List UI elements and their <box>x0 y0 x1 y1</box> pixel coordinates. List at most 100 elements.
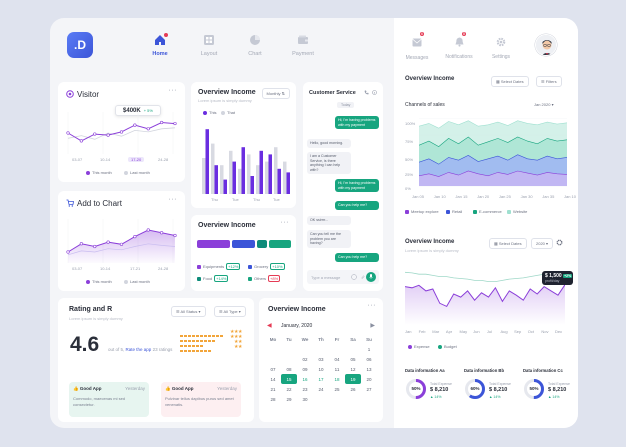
calendar-day[interactable]: 18 <box>334 376 340 382</box>
calendar-day[interactable]: 20 <box>366 376 372 382</box>
bar-that <box>265 161 269 194</box>
year-select[interactable]: 2020 ▾ <box>531 238 554 249</box>
calendar-day[interactable]: 1 <box>367 346 371 352</box>
calendar-day[interactable]: 24 <box>318 386 324 392</box>
more-menu-icon[interactable]: ··· <box>168 196 177 203</box>
calendar-day[interactable]: 23 <box>302 386 308 392</box>
more-menu-icon[interactable]: ··· <box>168 87 177 94</box>
add-to-chart-card: Add to Chart ··· 03-07 10-14 17-21 24-28… <box>58 191 185 291</box>
series-this-month-area <box>68 230 175 263</box>
phone-icon[interactable] <box>364 90 369 95</box>
income-tooltip: $ 1,500 +2% profit/day <box>542 271 573 285</box>
calendar-day[interactable]: 19 <box>345 374 361 384</box>
data-point <box>106 133 110 137</box>
data-info-item: Data information Bb 60% Total Expense $ 8,2… <box>464 368 522 418</box>
sales-period-select[interactable]: Jan 2020 ▾ <box>534 102 554 107</box>
income-line-subtitle: Lorem ipsum is simply dummy <box>405 248 459 253</box>
nav-home-label: Home <box>152 51 168 57</box>
calendar-day[interactable]: 13 <box>366 366 372 372</box>
calendar-day[interactable]: 09 <box>302 366 308 372</box>
rate-app-link[interactable]: Rate the app <box>125 347 152 352</box>
calendar-day <box>313 394 329 404</box>
nav-home[interactable]: Home <box>140 33 180 57</box>
calendar-day[interactable]: 21 <box>270 386 276 392</box>
area-meetup-explore <box>419 171 567 186</box>
income-item: Equipments +12% <box>197 263 241 270</box>
calendar-day[interactable]: 02 <box>302 356 308 362</box>
review-card[interactable]: 👍 Good App Yesterday Pulvinar tellus dapi… <box>161 382 241 417</box>
x-tick-label: Apr <box>445 329 453 334</box>
calendar-day[interactable]: 11 <box>334 366 340 372</box>
card-title: Overview Income <box>198 222 256 229</box>
attach-icon[interactable] <box>360 274 366 280</box>
bar-that <box>238 168 242 194</box>
y-tick-label: 100% <box>405 121 416 126</box>
data-point <box>160 120 164 125</box>
user-avatar[interactable] <box>535 34 557 56</box>
weekday-label: We <box>301 336 309 342</box>
income-item: Others +8% <box>248 275 281 282</box>
status-filter[interactable]: ☰ All Status ▾ <box>171 306 206 317</box>
x-tick-label: Thu <box>253 197 260 202</box>
nav-payment[interactable]: Payment <box>283 34 323 57</box>
mic-button[interactable] <box>366 272 376 282</box>
message-input-placeholder: Type a message <box>311 275 341 280</box>
settings-gear-icon[interactable] <box>556 239 563 246</box>
emoji-icon[interactable] <box>351 274 357 280</box>
filters-button[interactable]: ☰ Filters <box>536 76 562 87</box>
calendar-day[interactable]: 29 <box>286 396 292 402</box>
info-icon[interactable] <box>372 90 377 95</box>
legend-this: This <box>203 110 217 115</box>
calendar-day[interactable]: 03 <box>318 356 324 362</box>
data-point <box>79 139 83 143</box>
calendar-day <box>345 394 361 404</box>
review-card[interactable]: 👍 Good App Yesterday Commodo, maecenas mi… <box>69 382 149 417</box>
data-point <box>146 127 150 131</box>
calendar-day[interactable]: 30 <box>302 396 308 402</box>
calendar-day[interactable]: 26 <box>350 386 356 392</box>
chat-message-in: Hello, good morning. <box>307 139 351 148</box>
period-select[interactable]: Monthly ⇅ <box>261 88 290 99</box>
calendar-day[interactable]: 07 <box>270 366 276 372</box>
next-month-icon[interactable]: ▶ <box>370 323 375 329</box>
nav-chart[interactable]: Chart <box>235 34 275 57</box>
calendar-day[interactable]: 10 <box>318 366 324 372</box>
y-tick-label: 75% <box>405 139 414 144</box>
calendar-day[interactable]: 05 <box>350 356 356 362</box>
overview-income-bar-card: Overview Income Lorem ipsum is simply du… <box>191 82 296 208</box>
calendar-day[interactable]: 06 <box>366 356 372 362</box>
more-menu-icon[interactable]: ··· <box>367 302 376 309</box>
more-menu-icon[interactable]: ··· <box>280 219 289 226</box>
notifications-button[interactable]: 8 Notifications <box>444 32 474 60</box>
calendar-day[interactable]: 04 <box>334 356 340 362</box>
calendar-day[interactable]: 08 <box>286 366 292 372</box>
calendar-day[interactable]: 14 <box>270 376 276 382</box>
calendar-day[interactable]: 16 <box>302 376 308 382</box>
bar-that <box>202 158 206 194</box>
app-logo[interactable]: .D <box>67 32 93 58</box>
calendar-day[interactable]: 22 <box>286 386 292 392</box>
select-dates-button[interactable]: ▦ Select Dates <box>489 238 527 249</box>
x-tick-label-selected[interactable]: 17-20 <box>128 157 145 162</box>
calendar-day[interactable]: 27 <box>366 386 372 392</box>
calendar-day[interactable]: 17 <box>318 376 324 382</box>
income-bar-chart <box>202 129 290 194</box>
calendar-day[interactable]: 12 <box>350 366 356 372</box>
type-filter[interactable]: ☰ All Type ▾ <box>214 306 246 317</box>
messages-button[interactable]: 6 Messages <box>402 32 432 61</box>
calendar-day[interactable]: 25 <box>334 386 340 392</box>
settings-button[interactable]: Settings <box>486 34 516 60</box>
calendar-day[interactable]: 28 <box>270 396 276 402</box>
calendar-day[interactable]: 15 <box>281 374 297 384</box>
select-dates-button[interactable]: ▦ Select Dates <box>491 76 529 87</box>
legend-this-month: This month <box>86 279 112 284</box>
message-input[interactable]: Type a message <box>307 270 379 284</box>
data-point <box>160 231 164 235</box>
bar-that <box>220 165 224 194</box>
data-point <box>173 121 177 126</box>
prev-month-icon[interactable]: ◀ <box>267 323 272 329</box>
nav-layout[interactable]: Layout <box>189 34 229 57</box>
data-info-title: Data information Bb <box>464 368 505 373</box>
data-point <box>133 123 137 127</box>
x-tick-label: Jan 15 <box>455 194 468 199</box>
